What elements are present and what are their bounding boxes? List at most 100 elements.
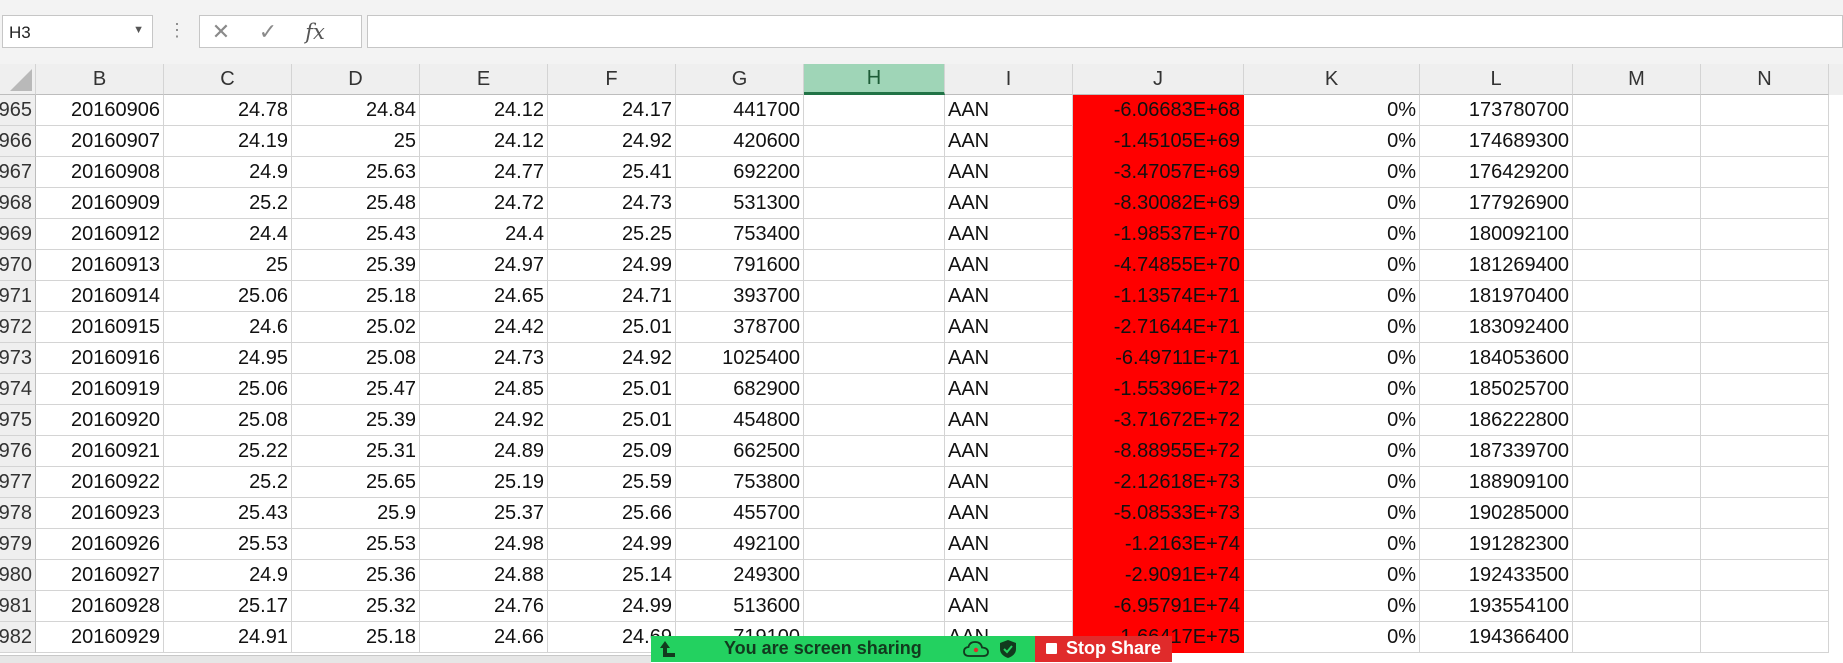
cell-b[interactable]: 20160923 [36, 498, 164, 529]
cell-e[interactable]: 24.65 [420, 281, 548, 312]
cell-g[interactable]: 531300 [676, 188, 804, 219]
cell-n[interactable] [1701, 436, 1829, 467]
cell-c[interactable]: 25.2 [164, 188, 292, 219]
cell-h[interactable] [804, 188, 945, 219]
chevron-down-icon[interactable]: ▼ [133, 24, 144, 36]
cell-d[interactable]: 25.9 [292, 498, 420, 529]
cell-b[interactable]: 20160914 [36, 281, 164, 312]
cell-m[interactable] [1573, 250, 1701, 281]
cell-e[interactable]: 24.12 [420, 126, 548, 157]
cell-c[interactable]: 25.53 [164, 529, 292, 560]
cell-j[interactable]: -2.9091E+74 [1073, 560, 1244, 591]
cell-n[interactable] [1701, 188, 1829, 219]
cell-e[interactable]: 24.88 [420, 560, 548, 591]
column-header-k[interactable]: K [1244, 64, 1420, 95]
cell-h[interactable] [804, 312, 945, 343]
cell-i[interactable]: AAN [945, 405, 1073, 436]
cell-k[interactable]: 0% [1244, 188, 1420, 219]
cell-n[interactable] [1701, 281, 1829, 312]
cell-h[interactable] [804, 498, 945, 529]
cell-b[interactable]: 20160926 [36, 529, 164, 560]
cell-n[interactable] [1701, 343, 1829, 374]
cell-h[interactable] [804, 157, 945, 188]
cell-g[interactable]: 753800 [676, 467, 804, 498]
column-header-e[interactable]: E [420, 64, 548, 95]
cell-e[interactable]: 24.4 [420, 219, 548, 250]
cell-b[interactable]: 20160912 [36, 219, 164, 250]
cell-j[interactable]: -4.74855E+70 [1073, 250, 1244, 281]
cell-f[interactable]: 25.01 [548, 374, 676, 405]
cell-l[interactable]: 186222800 [1420, 405, 1573, 436]
row-header[interactable]: 981 [0, 591, 36, 622]
cell-n[interactable] [1701, 498, 1829, 529]
cell-m[interactable] [1573, 405, 1701, 436]
cell-b[interactable]: 20160921 [36, 436, 164, 467]
cell-m[interactable] [1573, 436, 1701, 467]
cell-k[interactable]: 0% [1244, 436, 1420, 467]
cell-g[interactable]: 753400 [676, 219, 804, 250]
cell-m[interactable] [1573, 529, 1701, 560]
cell-n[interactable] [1701, 95, 1829, 126]
cell-e[interactable]: 25.37 [420, 498, 548, 529]
cell-k[interactable]: 0% [1244, 498, 1420, 529]
cell-f[interactable]: 25.14 [548, 560, 676, 591]
cell-d[interactable]: 25.43 [292, 219, 420, 250]
cell-m[interactable] [1573, 95, 1701, 126]
cell-e[interactable]: 25.19 [420, 467, 548, 498]
cell-g[interactable]: 682900 [676, 374, 804, 405]
cell-i[interactable]: AAN [945, 467, 1073, 498]
cell-m[interactable] [1573, 560, 1701, 591]
cell-g[interactable]: 441700 [676, 95, 804, 126]
cell-c[interactable]: 25.06 [164, 281, 292, 312]
cell-b[interactable]: 20160908 [36, 157, 164, 188]
cell-b[interactable]: 20160919 [36, 374, 164, 405]
cell-e[interactable]: 24.76 [420, 591, 548, 622]
cell-f[interactable]: 24.99 [548, 591, 676, 622]
cell-l[interactable]: 180092100 [1420, 219, 1573, 250]
cell-m[interactable] [1573, 622, 1701, 653]
cell-m[interactable] [1573, 157, 1701, 188]
cell-l[interactable]: 194366400 [1420, 622, 1573, 653]
cell-l[interactable]: 185025700 [1420, 374, 1573, 405]
cell-n[interactable] [1701, 467, 1829, 498]
row-header[interactable]: 975 [0, 405, 36, 436]
cell-d[interactable]: 25.36 [292, 560, 420, 591]
cell-j[interactable]: -2.71644E+71 [1073, 312, 1244, 343]
cell-b[interactable]: 20160915 [36, 312, 164, 343]
insert-function-icon[interactable]: fx [305, 20, 325, 44]
row-header[interactable]: 977 [0, 467, 36, 498]
name-box[interactable]: H3 ▼ [2, 15, 153, 48]
cell-b[interactable]: 20160920 [36, 405, 164, 436]
cell-l[interactable]: 193554100 [1420, 591, 1573, 622]
column-header-b[interactable]: B [36, 64, 164, 95]
cell-h[interactable] [804, 250, 945, 281]
cell-n[interactable] [1701, 312, 1829, 343]
cell-k[interactable]: 0% [1244, 343, 1420, 374]
cell-n[interactable] [1701, 560, 1829, 591]
cell-c[interactable]: 25 [164, 250, 292, 281]
cell-h[interactable] [804, 126, 945, 157]
cell-f[interactable]: 24.73 [548, 188, 676, 219]
cell-c[interactable]: 24.9 [164, 560, 292, 591]
cell-g[interactable]: 454800 [676, 405, 804, 436]
row-header[interactable]: 973 [0, 343, 36, 374]
cell-e[interactable]: 24.92 [420, 405, 548, 436]
cell-n[interactable] [1701, 405, 1829, 436]
cell-m[interactable] [1573, 467, 1701, 498]
cell-f[interactable]: 24.92 [548, 126, 676, 157]
cell-j[interactable]: -8.88955E+72 [1073, 436, 1244, 467]
cell-d[interactable]: 25.53 [292, 529, 420, 560]
share-status[interactable]: You are screen sharing [651, 636, 1035, 662]
cell-e[interactable]: 24.89 [420, 436, 548, 467]
cell-k[interactable]: 0% [1244, 126, 1420, 157]
cell-j[interactable]: -1.55396E+72 [1073, 374, 1244, 405]
cell-b[interactable]: 20160907 [36, 126, 164, 157]
cell-j[interactable]: -6.06683E+68 [1073, 95, 1244, 126]
cell-b[interactable]: 20160916 [36, 343, 164, 374]
cell-g[interactable]: 492100 [676, 529, 804, 560]
cell-g[interactable]: 455700 [676, 498, 804, 529]
cell-i[interactable]: AAN [945, 529, 1073, 560]
row-header[interactable]: 965 [0, 95, 36, 126]
cell-k[interactable]: 0% [1244, 374, 1420, 405]
cell-i[interactable]: AAN [945, 95, 1073, 126]
